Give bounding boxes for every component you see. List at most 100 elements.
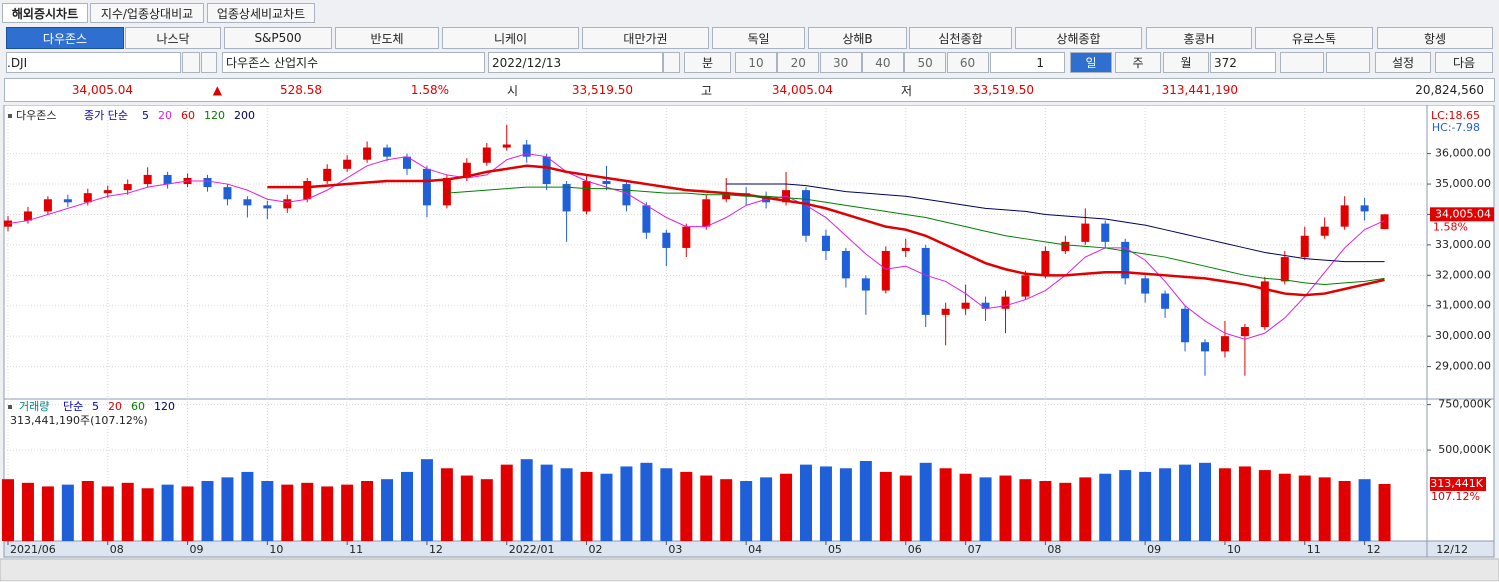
period-button[interactable]: 주 [1115, 52, 1161, 73]
volume-bar [1019, 479, 1032, 541]
cursor-date: 12/12 [1436, 543, 1468, 556]
candle-body [1021, 275, 1030, 297]
y-tick-label: 33,000.00 [1435, 238, 1491, 251]
minute-option[interactable]: 10 [735, 52, 777, 73]
candle-body [303, 181, 312, 200]
calendar-button[interactable] [663, 52, 680, 73]
volume-bar [101, 486, 114, 541]
volume-bar [1278, 473, 1291, 541]
volume-bar [979, 477, 992, 541]
tab[interactable]: 지수/업종상대비교 [90, 3, 204, 23]
candle-body [163, 174, 172, 185]
quote-high-label: 고 [700, 83, 712, 98]
candle-body [203, 177, 212, 188]
minute-option[interactable]: 50 [904, 52, 947, 73]
candle-body [422, 168, 431, 206]
candle-body [383, 147, 392, 157]
candle-body [283, 199, 292, 209]
candle-body [642, 205, 651, 233]
candle-body [1121, 241, 1130, 279]
volume-bar [720, 479, 733, 541]
volume-bar [760, 477, 773, 541]
price-tag-pct: 1.58% [1433, 220, 1468, 233]
candle-body [363, 147, 372, 160]
y-tick-label: 35,000.00 [1435, 177, 1491, 190]
volume-bar [999, 475, 1012, 541]
tool-button[interactable] [1326, 52, 1370, 73]
tool-button[interactable] [1280, 52, 1324, 73]
volume-bar [620, 466, 633, 541]
volume-bar [1238, 466, 1251, 541]
volume-bar [1139, 471, 1152, 541]
quote-low: 33,519.50 [972, 83, 1034, 97]
period-button[interactable]: 월 [1163, 52, 1209, 73]
volume-bar [1358, 479, 1371, 541]
market-button[interactable]: 유로스톡 [1255, 27, 1373, 49]
volume-bar [1179, 464, 1192, 541]
volume-bar [141, 488, 154, 541]
market-button[interactable]: 홍콩H [1146, 27, 1252, 49]
tab[interactable]: 해외증시차트 [2, 3, 88, 23]
candle-body [662, 232, 671, 248]
market-button[interactable]: 상해B [808, 27, 907, 49]
market-button[interactable]: 나스닥 [125, 27, 221, 49]
candle-body [243, 199, 252, 206]
candle-body [562, 184, 571, 212]
candle-body [802, 190, 810, 236]
market-button[interactable]: 반도체 [335, 27, 439, 49]
volume-bar [600, 473, 613, 541]
candle-body [1300, 235, 1309, 258]
minute-option[interactable]: 20 [777, 52, 820, 73]
x-tick-label: 2022/01 [509, 543, 555, 556]
market-button[interactable]: S&P500 [224, 27, 332, 49]
candle-body [582, 181, 591, 212]
volume-bar [640, 462, 653, 541]
price-tag-label: 34,005.04 [1435, 207, 1491, 220]
volume-bar [41, 486, 54, 541]
settings-button[interactable]: 설정 [1375, 52, 1431, 73]
volume-bar [221, 477, 234, 541]
candle-body [83, 193, 92, 203]
tab[interactable]: 업종상세비교차트 [207, 3, 315, 23]
market-button[interactable]: 상해종합 [1015, 27, 1142, 49]
y-tick-label: 36,000.00 [1435, 147, 1491, 160]
candle-body [482, 147, 491, 163]
scrollbar [0, 558, 1499, 581]
x-tick-label: 08 [1047, 543, 1061, 556]
market-button[interactable]: 다우존스 [6, 27, 124, 49]
candle-body [462, 162, 471, 178]
legend-marker [8, 405, 12, 409]
minute-option[interactable]: 30 [819, 52, 862, 73]
volume-bar [939, 468, 952, 541]
legend-entry: 5 [92, 400, 99, 413]
y-tick-label: 750,000K [1438, 398, 1491, 411]
volume-bar [61, 484, 74, 541]
market-button[interactable]: 항셍 [1377, 27, 1493, 49]
volume-bar [201, 481, 214, 541]
search-button[interactable] [182, 52, 200, 73]
minute-option[interactable]: 60 [946, 52, 989, 73]
minute-button[interactable]: 분 [684, 52, 731, 73]
next-button[interactable]: 다음 [1435, 52, 1493, 73]
minute-option[interactable]: 40 [861, 52, 904, 73]
tick-count[interactable]: 1 [990, 52, 1065, 73]
candle-body [323, 168, 332, 182]
legend-entry: 20 [108, 400, 122, 413]
bar-count[interactable]: 372 [1210, 52, 1276, 73]
date-input[interactable]: 2022/12/13 [488, 52, 663, 73]
market-button[interactable]: 니케이 [442, 27, 579, 49]
candle-body [602, 181, 611, 185]
volume-bar [859, 461, 872, 541]
period-button[interactable]: 일 [1070, 52, 1112, 73]
candle-body [1161, 293, 1170, 309]
y-tick-label: 32,000.00 [1435, 268, 1491, 281]
option-button[interactable] [201, 52, 217, 73]
volume-bar [740, 481, 753, 541]
market-button[interactable]: 대만가권 [582, 27, 709, 49]
y-tick-label: 500,000K [1438, 443, 1491, 456]
market-button[interactable]: 독일 [712, 27, 805, 49]
ma-line [446, 186, 1385, 285]
market-button[interactable]: 심천종합 [909, 27, 1012, 49]
volume-bar [2, 479, 14, 541]
symbol-input[interactable]: .DJI [6, 52, 181, 73]
